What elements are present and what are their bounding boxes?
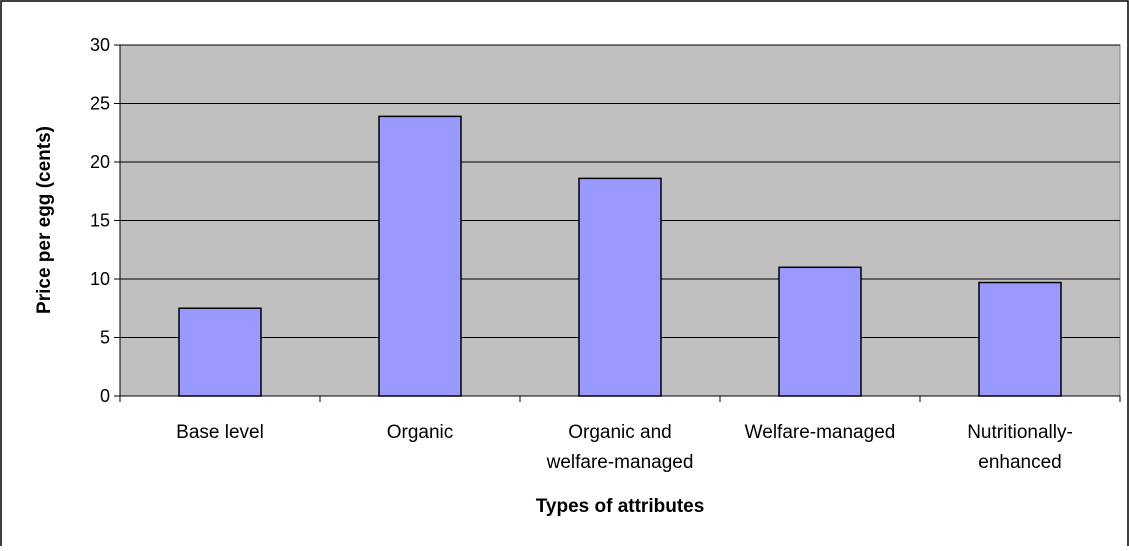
x-axis-title: Types of attributes	[536, 496, 705, 517]
y-tick-label: 25	[90, 94, 110, 114]
y-tick-label: 10	[90, 269, 110, 289]
bar	[578, 177, 662, 397]
bar	[978, 281, 1062, 397]
x-tick-label: enhanced	[978, 452, 1061, 473]
bar	[178, 307, 262, 397]
x-tick-label: Base level	[176, 422, 264, 443]
y-tick-label: 20	[90, 152, 110, 172]
y-tick-label: 5	[100, 328, 110, 348]
y-tick-label: 30	[90, 35, 110, 55]
bar	[778, 266, 862, 397]
x-tick-label: Organic	[387, 422, 454, 443]
x-tick-label: welfare-managed	[546, 452, 694, 473]
y-axis-title: Price per egg (cents)	[34, 126, 55, 314]
x-tick-label: Nutritionally-	[967, 422, 1073, 443]
y-tick-label: 0	[100, 386, 110, 406]
bar	[378, 115, 462, 397]
plot-area: 0 5 10 15 20 25 30 Base level Organic Organic and…	[90, 35, 1121, 473]
x-tick-label: Welfare-managed	[745, 422, 896, 443]
y-tick-label: 15	[90, 211, 110, 231]
x-tick-label: Organic and	[568, 422, 672, 443]
